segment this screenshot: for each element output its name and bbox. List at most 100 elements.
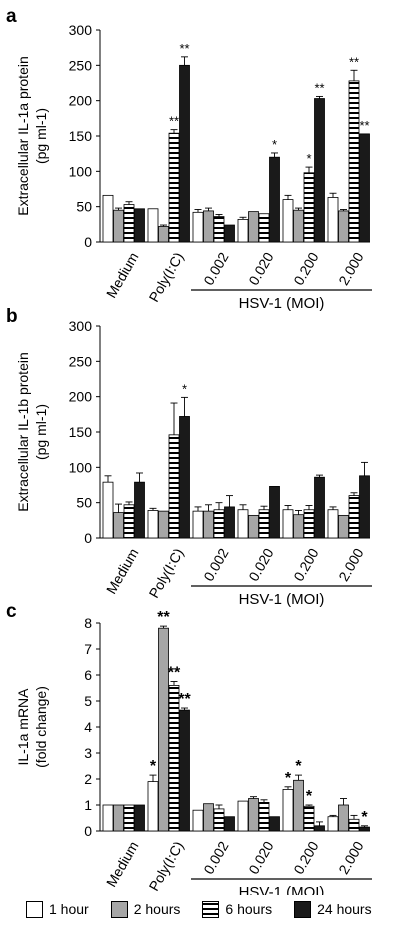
bar bbox=[147, 781, 159, 832]
significance-marker: * bbox=[182, 381, 187, 396]
panel-letter: a bbox=[6, 6, 17, 27]
significance-marker: ** bbox=[178, 691, 191, 708]
bar bbox=[348, 818, 360, 832]
bar bbox=[134, 208, 145, 243]
bar bbox=[348, 80, 360, 243]
significance-marker: * bbox=[150, 758, 157, 775]
y-axis-label: (pg ml-1) bbox=[33, 404, 49, 460]
legend-swatch bbox=[110, 900, 128, 918]
bar bbox=[168, 434, 180, 539]
bar bbox=[158, 627, 169, 832]
legend-label: 24 hours bbox=[317, 901, 372, 917]
bar bbox=[147, 510, 159, 539]
bar bbox=[359, 133, 370, 243]
bar bbox=[293, 514, 304, 539]
bar bbox=[237, 218, 249, 243]
legend-swatch-rect bbox=[26, 900, 43, 918]
bar bbox=[314, 825, 325, 832]
bar bbox=[102, 194, 114, 243]
significance-marker: * bbox=[306, 788, 313, 805]
bar bbox=[359, 826, 370, 832]
group-label: HSV-1 (MOI) bbox=[239, 295, 325, 312]
category-label: Poly(I:C) bbox=[146, 250, 187, 305]
bar bbox=[327, 816, 339, 832]
y-tick-label: 150 bbox=[69, 128, 93, 144]
category-label: 0.200 bbox=[290, 249, 321, 288]
bar bbox=[203, 803, 214, 832]
legend-item: 24 hours bbox=[294, 900, 372, 918]
legend-swatch-rect bbox=[202, 900, 220, 918]
bar bbox=[293, 779, 304, 832]
panel-letter: c bbox=[6, 601, 17, 622]
y-tick-label: 150 bbox=[69, 424, 93, 440]
bar bbox=[293, 209, 304, 243]
y-axis-label: IL-1a mRNA bbox=[15, 688, 31, 766]
panel-c: c 0 1 2 3 4 5 6 7 8 IL-1a mRNA (fold change) Medium P… bbox=[6, 601, 372, 895]
y-tick-label: 50 bbox=[76, 199, 92, 215]
bar bbox=[314, 476, 325, 539]
bar bbox=[359, 475, 370, 539]
y-tick-label: 8 bbox=[84, 615, 92, 631]
significance-marker: ** bbox=[349, 54, 359, 69]
bar bbox=[192, 809, 204, 832]
bar bbox=[258, 509, 270, 539]
y-tick-label: 200 bbox=[69, 389, 93, 405]
category-label: Poly(I:C) bbox=[146, 546, 187, 601]
y-tick-label: 300 bbox=[69, 318, 93, 334]
bar bbox=[303, 805, 315, 832]
group-label: HSV-1 (MOI) bbox=[239, 884, 325, 895]
bar bbox=[192, 510, 204, 539]
bar bbox=[258, 213, 270, 243]
bar bbox=[224, 816, 235, 832]
y-tick-label: 0 bbox=[84, 530, 92, 546]
legend-item: 6 hours bbox=[202, 900, 273, 918]
y-axis-label: (pg ml-1) bbox=[33, 108, 49, 164]
bar bbox=[158, 226, 169, 243]
bar bbox=[179, 416, 190, 539]
bar bbox=[179, 709, 190, 832]
bar bbox=[179, 64, 190, 243]
bar bbox=[314, 98, 325, 243]
panel-letter: b bbox=[6, 306, 18, 327]
bar bbox=[123, 804, 135, 832]
bar bbox=[158, 510, 169, 539]
bar bbox=[203, 510, 214, 539]
y-tick-label: 200 bbox=[69, 93, 93, 109]
legend-swatch bbox=[26, 900, 43, 918]
y-tick-label: 250 bbox=[69, 353, 93, 369]
legend-swatch bbox=[202, 900, 220, 918]
category-label: Medium bbox=[103, 839, 142, 890]
category-label: 0.200 bbox=[290, 838, 321, 877]
y-tick-label: 100 bbox=[69, 459, 93, 475]
y-tick-label: 7 bbox=[84, 641, 92, 657]
y-tick-label: 0 bbox=[84, 823, 92, 839]
y-tick-label: 2 bbox=[84, 771, 92, 787]
bar bbox=[192, 211, 204, 243]
bar bbox=[203, 210, 214, 243]
bar bbox=[113, 209, 124, 243]
bar bbox=[338, 804, 349, 832]
bar bbox=[147, 208, 159, 243]
bar bbox=[237, 509, 249, 539]
significance-marker: * bbox=[295, 758, 302, 775]
category-label: Poly(I:C) bbox=[146, 839, 187, 894]
category-label: 0.020 bbox=[245, 545, 276, 584]
bar bbox=[102, 481, 114, 539]
bar bbox=[224, 506, 235, 539]
bar bbox=[213, 808, 225, 832]
y-tick-label: 0 bbox=[84, 234, 92, 250]
bar bbox=[338, 210, 349, 243]
y-tick-label: 6 bbox=[84, 667, 92, 683]
significance-marker: * bbox=[285, 770, 292, 787]
significance-marker: ** bbox=[179, 41, 189, 56]
bar bbox=[134, 804, 145, 832]
y-axis-label: Extracellular IL-1b protein bbox=[15, 352, 31, 512]
category-label: 0.002 bbox=[200, 545, 231, 584]
y-tick-label: 4 bbox=[84, 719, 92, 735]
legend-label: 1 hour bbox=[49, 901, 89, 917]
legend-label: 6 hours bbox=[225, 901, 273, 917]
significance-marker: * bbox=[306, 151, 311, 166]
significance-marker: ** bbox=[314, 80, 324, 95]
bar bbox=[303, 172, 315, 243]
legend-swatch bbox=[294, 900, 312, 918]
